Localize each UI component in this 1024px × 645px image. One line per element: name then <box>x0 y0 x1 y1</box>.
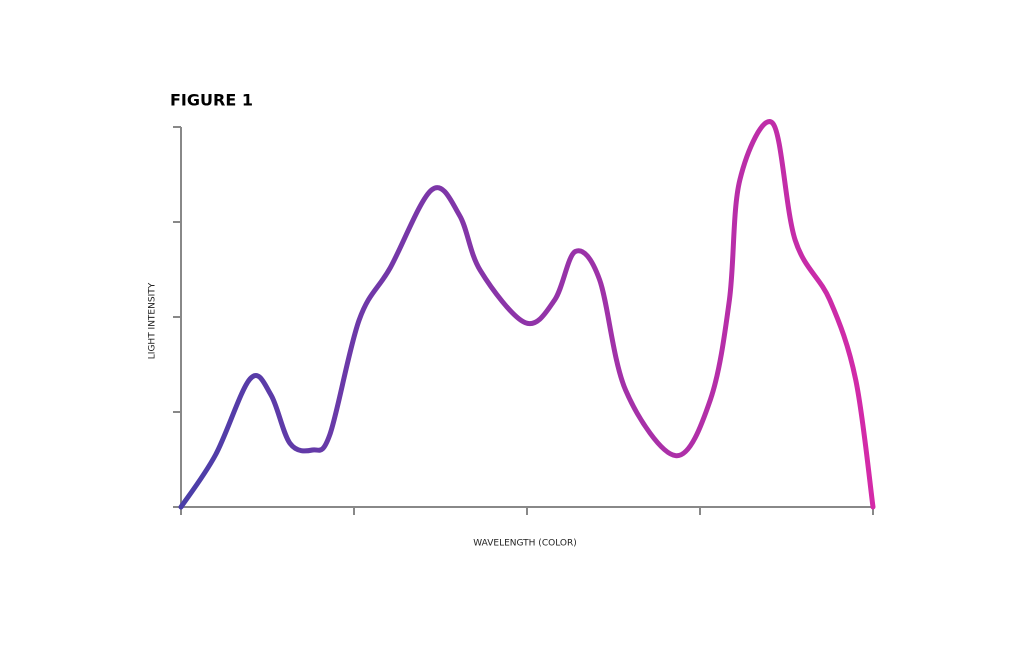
chart-title: FIGURE 1 <box>170 91 253 110</box>
y-axis-label: LIGHT INTENSITY <box>148 282 158 359</box>
line <box>178 119 876 510</box>
x-axis-label: WAVELENGTH (COLOR) <box>473 539 576 549</box>
